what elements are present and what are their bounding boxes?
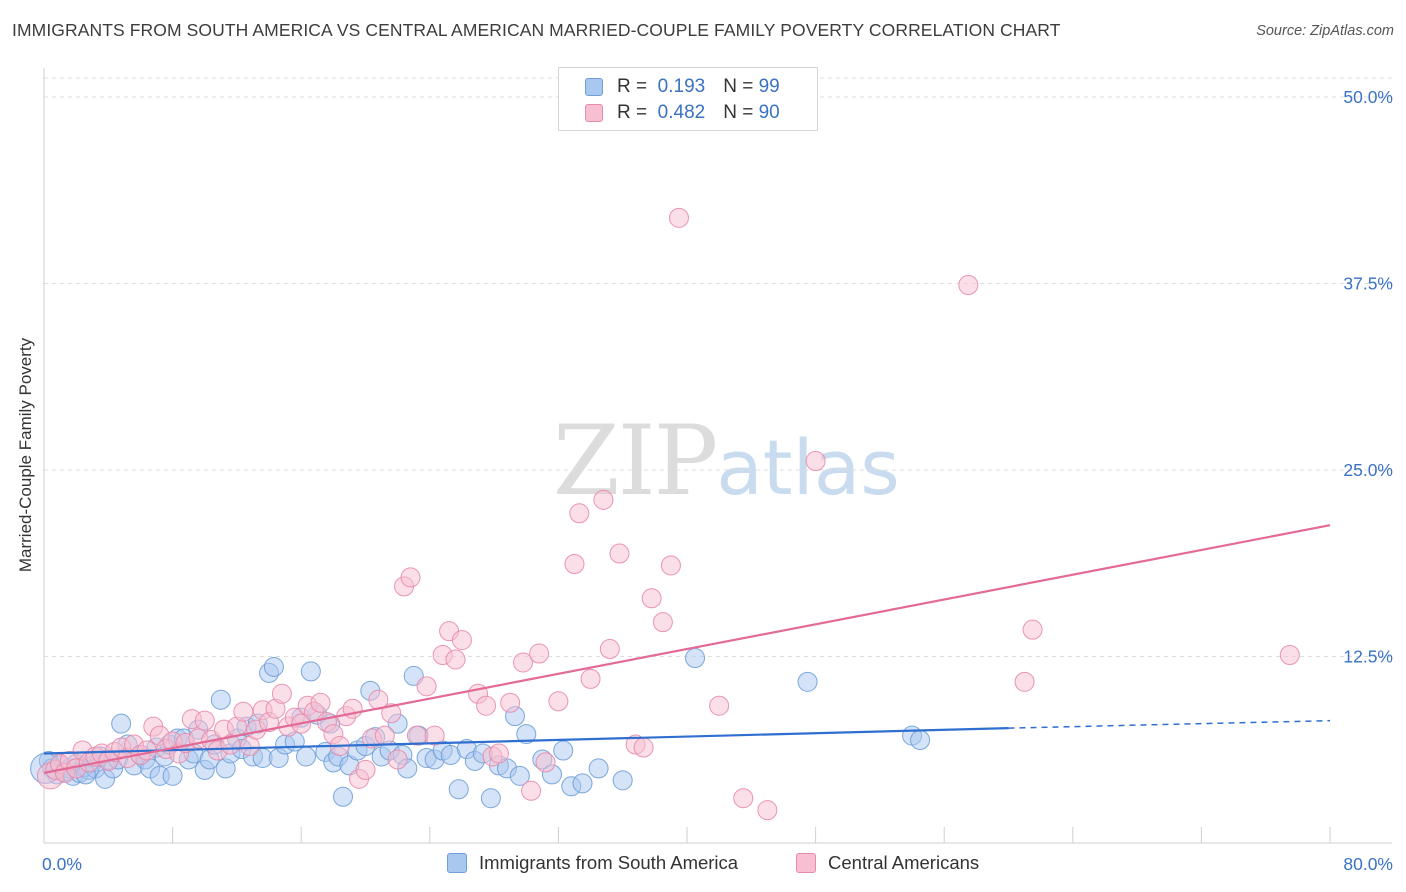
trend-line-central-americans: [43, 524, 1331, 774]
data-point: [612, 770, 633, 791]
watermark: ZIPatlas: [553, 405, 900, 517]
data-point: [194, 710, 215, 731]
data-point: [521, 780, 542, 801]
data-point: [757, 800, 778, 821]
legend-r-value: 0.193: [657, 76, 706, 97]
data-point: [709, 695, 730, 716]
data-point: [580, 668, 601, 689]
legend-row-central-americans: R = 0.482 N = 90: [585, 101, 780, 125]
correlation-legend: R = 0.193 N = 99 R = 0.482 N = 90: [558, 67, 818, 131]
y-tick-label: 12.5%: [1343, 647, 1393, 667]
data-point: [797, 671, 818, 692]
data-point: [958, 274, 979, 295]
data-point: [1279, 645, 1300, 666]
y-axis-label: Married-Couple Family Poverty: [16, 337, 35, 573]
data-point: [599, 639, 620, 660]
data-point: [162, 765, 183, 786]
data-point: [569, 503, 590, 524]
data-point: [572, 773, 593, 794]
legend-label-south-america: Immigrants from South America: [479, 852, 739, 873]
trend-line-south-america: [43, 727, 1009, 755]
x-tick-label-min: 0.0%: [42, 854, 82, 874]
data-point: [668, 207, 689, 228]
source-label: Source: ZipAtlas.com: [1256, 23, 1394, 39]
legend-swatch-central-americans: [796, 853, 816, 873]
data-point: [535, 752, 556, 773]
data-point: [445, 649, 466, 670]
legend-n-label: N =: [723, 76, 754, 97]
data-point: [233, 701, 254, 722]
data-point: [476, 695, 497, 716]
y-tick-label: 37.5%: [1343, 274, 1393, 294]
data-point: [609, 543, 630, 564]
data-point: [400, 567, 421, 588]
data-point: [488, 743, 509, 764]
data-point: [529, 643, 550, 664]
data-point: [451, 630, 472, 651]
data-point: [1022, 619, 1043, 640]
watermark-zip: ZIP: [553, 405, 718, 517]
data-point: [910, 730, 931, 751]
data-point: [111, 713, 132, 734]
data-point: [652, 612, 673, 633]
legend-swatch-south-america: [585, 78, 603, 96]
data-point: [588, 758, 609, 779]
data-point: [332, 786, 353, 807]
data-point: [387, 749, 408, 770]
data-point: [513, 652, 534, 673]
data-point: [374, 725, 395, 746]
data-point: [685, 647, 706, 668]
legend-n-label: N =: [723, 102, 754, 123]
data-point: [381, 703, 402, 724]
data-point: [355, 759, 376, 780]
data-point: [310, 692, 331, 713]
tick-labels: 12.5% 25.0% 37.5% 50.0% 0.0% 80.0%: [42, 87, 1393, 874]
grid-lines: [44, 77, 1392, 657]
legend-r-label: R =: [617, 102, 648, 123]
data-point: [424, 725, 445, 746]
legend-r-value: 0.482: [657, 102, 706, 123]
data-point: [733, 788, 754, 809]
data-point: [300, 661, 321, 682]
data-point: [641, 588, 662, 609]
legend-n-value: 90: [758, 102, 780, 123]
data-point: [553, 740, 574, 761]
data-point: [263, 656, 284, 677]
series-legend: Immigrants from South America Central Am…: [0, 852, 1406, 878]
legend-swatch-central-americans: [585, 104, 603, 122]
series-central-americans-points: [36, 207, 1300, 821]
data-point: [660, 555, 681, 576]
legend-n-value: 99: [758, 76, 780, 97]
data-point: [509, 765, 530, 786]
data-point: [548, 691, 569, 712]
legend-item-south-america[interactable]: Immigrants from South America: [447, 852, 738, 874]
data-point: [516, 724, 537, 745]
data-point: [416, 676, 437, 697]
y-tick-label: 25.0%: [1343, 460, 1393, 480]
data-point: [480, 788, 501, 809]
trend-extension-south-america: [1008, 719, 1331, 729]
trend-lines: [43, 524, 1331, 774]
axes: [43, 68, 1392, 844]
data-point: [593, 489, 614, 510]
data-point: [805, 451, 826, 472]
data-point: [448, 779, 469, 800]
legend-r-label: R =: [617, 76, 648, 97]
y-tick-label: 50.0%: [1343, 87, 1393, 107]
data-point: [406, 725, 427, 746]
legend-item-central-americans[interactable]: Central Americans: [796, 852, 979, 874]
data-point: [564, 553, 585, 574]
data-point: [633, 737, 654, 758]
data-point: [210, 689, 231, 710]
legend-row-south-america: R = 0.193 N = 99: [585, 75, 780, 99]
data-point: [296, 746, 317, 767]
data-point: [271, 683, 292, 704]
data-point: [500, 692, 521, 713]
data-point: [1014, 671, 1035, 692]
x-tick-label-max: 80.0%: [1343, 854, 1393, 874]
legend-label-central-americans: Central Americans: [828, 852, 980, 873]
legend-swatch-south-america: [447, 853, 467, 873]
chart-title: IMMIGRANTS FROM SOUTH AMERICA VS CENTRAL…: [12, 20, 1061, 40]
